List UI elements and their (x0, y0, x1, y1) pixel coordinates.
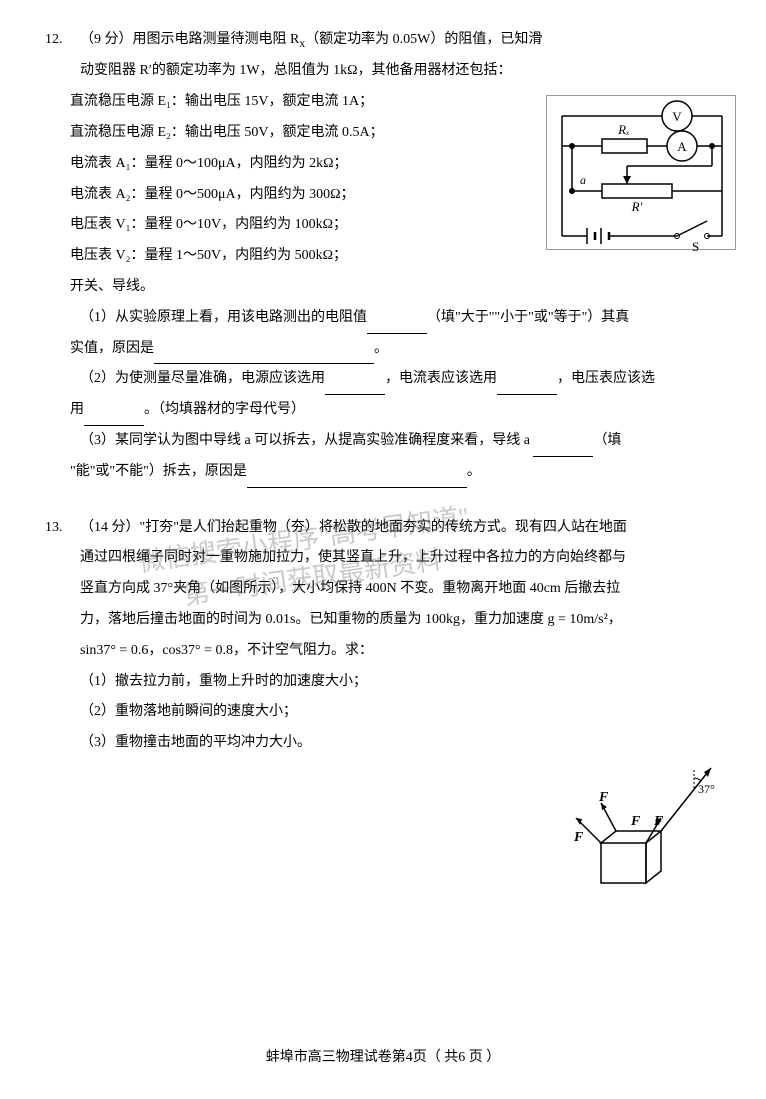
q12-sub1-d: 。 (374, 341, 388, 356)
q12-sub3: （3）某同学认为图中导线 a 可以拆去，从提高实验准确程度来看，导线 a （填 (45, 426, 721, 457)
q12-stem-1: 用图示电路测量待测电阻 R (133, 32, 300, 47)
q12-sub2-d: 用 (70, 402, 84, 417)
q12-item5: 电压表 V₁：量程 0～10V，内阻约为 100kΩ； (45, 210, 515, 241)
q13-sub2: （2）重物落地前瞬间的速度大小； (45, 697, 525, 728)
force-f4: F (653, 814, 664, 829)
q13-number: 13. (45, 513, 80, 544)
q12-header: 12. （9 分）用图示电路测量待测电阻 Rx（额定功率为 0.05W）的阻值，… (45, 25, 721, 56)
q12-sub3-line2: "能"或"不能"）拆去，原因是 。 (45, 457, 721, 488)
q12-sub1: （1）从实验原理上看，用该电路测出的电阻值 （填"大于""小于"或"等于"）其真 (45, 303, 721, 334)
q12-sub1-b: （填"大于""小于"或"等于"）其真 (427, 310, 629, 325)
q13-header: 13. （14 分）"打夯"是人们抬起重物（夯）将松散的地面夯实的传统方式。现有… (45, 513, 721, 544)
q12-item2: 直流稳压电源 E₂：输出电压 50V，额定电流 0.5A； (45, 118, 515, 149)
rprime-label: R′ (631, 199, 643, 214)
q13-line2: 通过四根绳子同时对一重物施加拉力，使其竖直上升，上升过程中各拉力的方向始终都与 (45, 543, 721, 574)
q13-line5: sin37° = 0.6，cos37° = 0.8，不计空气阻力。求： (45, 636, 525, 667)
q12-sub2-e: 。（均填器材的字母代号） (144, 402, 305, 417)
q12-sub2-b: ，电流表应该选用 (385, 371, 497, 386)
voltmeter-label: V (672, 109, 682, 124)
q12-body: （9 分）用图示电路测量待测电阻 Rx（额定功率为 0.05W）的阻值，已知滑 (80, 25, 721, 56)
q12-item1: 直流稳压电源 E₁：输出电压 15V，额定电流 1A； (45, 87, 515, 118)
mech-diagram: F F F F 37° (546, 763, 721, 903)
q12-stem-1c: （额定功率为 0.05W）的阻值，已知滑 (305, 32, 542, 47)
force-f2: F (598, 790, 609, 805)
force-f3: F (630, 814, 641, 829)
q12-item3: 电流表 A₁：量程 0～100μA，内阻约为 2kΩ； (45, 149, 515, 180)
q12-sub3-d: 。 (467, 464, 481, 479)
q13-sub1: （1）撤去拉力前，重物上升时的加速度大小； (45, 667, 525, 698)
question-13: 13. （14 分）"打夯"是人们抬起重物（夯）将松散的地面夯实的传统方式。现有… (45, 513, 721, 759)
q13-body: （14 分）"打夯"是人们抬起重物（夯）将松散的地面夯实的传统方式。现有四人站在… (80, 513, 721, 544)
force-f1: F (573, 830, 584, 845)
circuit-svg: V Rₓ A a R′ S (547, 96, 737, 251)
switch-label: S (692, 239, 699, 251)
q12-line2: 动变阻器 R′的额定功率为 1W，总阻值为 1kΩ，其他备用器材还包括： (45, 56, 515, 87)
angle-label: 37° (698, 782, 715, 796)
q13-line4: 力，落地后撞击地面的时间为 0.01s。已知重物的质量为 100kg，重力加速度… (45, 605, 721, 636)
page-footer: 蚌埠市高三物理试卷第4页（ 共6 页 ） (0, 1043, 766, 1074)
q12-sub3-c: "能"或"不能"）拆去，原因是 (70, 464, 247, 479)
q13-line3: 竖直方向成 37°夹角（如图所示），大小均保持 400N 不变。重物离开地面 4… (45, 574, 721, 605)
q12-sub2-a: （2）为使测量尽量准确，电源应该选用 (80, 371, 325, 386)
q12-sub2: （2）为使测量尽量准确，电源应该选用 ，电流表应该选用 ，电压表应该选 (45, 364, 721, 395)
q12-item6: 电压表 V₂：量程 1～50V，内阻约为 500kΩ； (45, 241, 515, 272)
q12-number: 12. (45, 25, 80, 56)
blank-6 (533, 440, 593, 457)
q12-item7: 开关、导线。 (45, 272, 515, 303)
q12-sub2-c: ，电压表应该选 (557, 371, 655, 386)
blank-1 (367, 317, 427, 334)
blank-2 (154, 348, 374, 365)
q12-sub1-c: 实值，原因是 (70, 341, 154, 356)
q12-sub3-b: （填 (593, 433, 621, 448)
blank-4 (497, 378, 557, 395)
q12-points: （9 分） (80, 32, 133, 47)
ammeter-label: A (677, 139, 687, 154)
q12-item4: 电流表 A₂：量程 0～500μA，内阻约为 300Ω； (45, 180, 515, 211)
q13-stem-1: "打夯"是人们抬起重物（夯）将松散的地面夯实的传统方式。现有四人站在地面 (140, 520, 627, 535)
blank-7 (247, 471, 467, 488)
wire-a-label: a (580, 173, 586, 187)
q12-sub3-a: （3）某同学认为图中导线 a 可以拆去，从提高实验准确程度来看，导线 a (80, 433, 533, 448)
blank-5 (84, 409, 144, 426)
q12-sub1-line2: 实值，原因是 。 (45, 334, 721, 365)
q12-sub2-line2: 用 。（均填器材的字母代号） (45, 395, 721, 426)
circuit-diagram: V Rₓ A a R′ S (546, 95, 736, 250)
mech-svg: F F F F 37° (546, 763, 721, 903)
rx-label: Rₓ (617, 122, 630, 137)
blank-3 (325, 378, 385, 395)
q13-sub3: （3）重物撞击地面的平均冲力大小。 (45, 728, 525, 759)
q13-points: （14 分） (80, 520, 140, 535)
q12-sub1-a: （1）从实验原理上看，用该电路测出的电阻值 (80, 310, 367, 325)
